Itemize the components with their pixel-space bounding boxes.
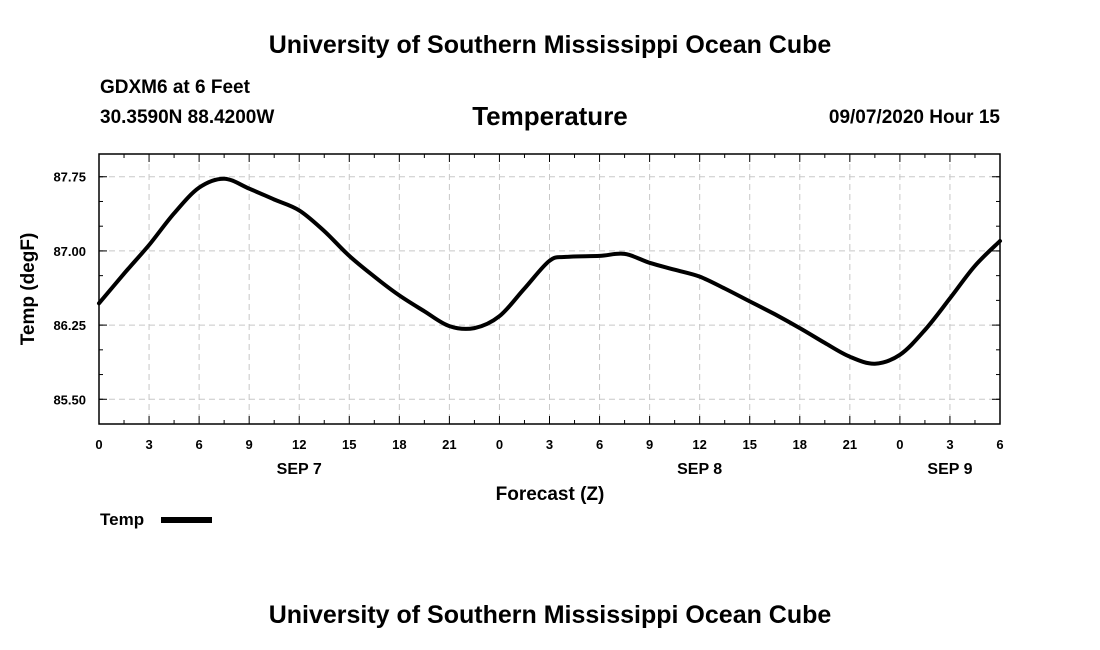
x-tick-label: 6 [596, 437, 603, 452]
chart-title: Temperature [472, 101, 628, 131]
top-title: University of Southern Mississippi Ocean… [268, 31, 832, 59]
grid-lines [99, 154, 1000, 424]
station-coords: 30.3590N 88.4200W [100, 107, 275, 128]
x-tick-label: 18 [392, 437, 406, 452]
y-tick-label: 87.75 [53, 170, 86, 185]
x-tick-label: 0 [496, 437, 503, 452]
y-tick-label: 87.00 [53, 244, 86, 259]
temp-series-line [97, 176, 1002, 366]
x-tick-label: 0 [896, 437, 903, 452]
x-tick-label: 15 [342, 437, 356, 452]
x-axis-label: Forecast (Z) [496, 484, 605, 505]
x-tick-label: 6 [996, 437, 1003, 452]
day-label: SEP 7 [277, 461, 322, 478]
x-tick-label: 3 [946, 437, 953, 452]
x-tick-label: 9 [246, 437, 253, 452]
x-tick-label: 6 [195, 437, 202, 452]
x-tick-label: 15 [742, 437, 756, 452]
x-tick-label: 21 [843, 437, 857, 452]
x-tick-label: 3 [546, 437, 553, 452]
y-axis-label: Temp (degF) [18, 233, 39, 346]
x-tick-label: 9 [646, 437, 653, 452]
y-tick-label: 85.50 [53, 392, 86, 407]
legend-label: Temp [100, 510, 144, 529]
bottom-title: University of Southern Mississippi Ocean… [268, 601, 832, 629]
day-label: SEP 8 [677, 461, 722, 478]
x-tick-label: 21 [442, 437, 456, 452]
station-name: GDXM6 at 6 Feet [100, 77, 250, 98]
x-tick-label: 0 [95, 437, 102, 452]
y-tick-label: 86.25 [53, 318, 86, 333]
x-tick-label: 12 [292, 437, 306, 452]
timestamp: 09/07/2020 Hour 15 [828, 107, 1000, 128]
x-tick-label: 3 [145, 437, 152, 452]
axis-ticks: 0 3 6 9 12 15 18 21 0 3 6 9 12 15 18 21 0 3 6 85.50 86.25 87.… [53, 154, 1004, 478]
x-tick-label: 18 [793, 437, 807, 452]
x-tick-label: 12 [692, 437, 706, 452]
day-label: SEP 9 [927, 461, 972, 478]
